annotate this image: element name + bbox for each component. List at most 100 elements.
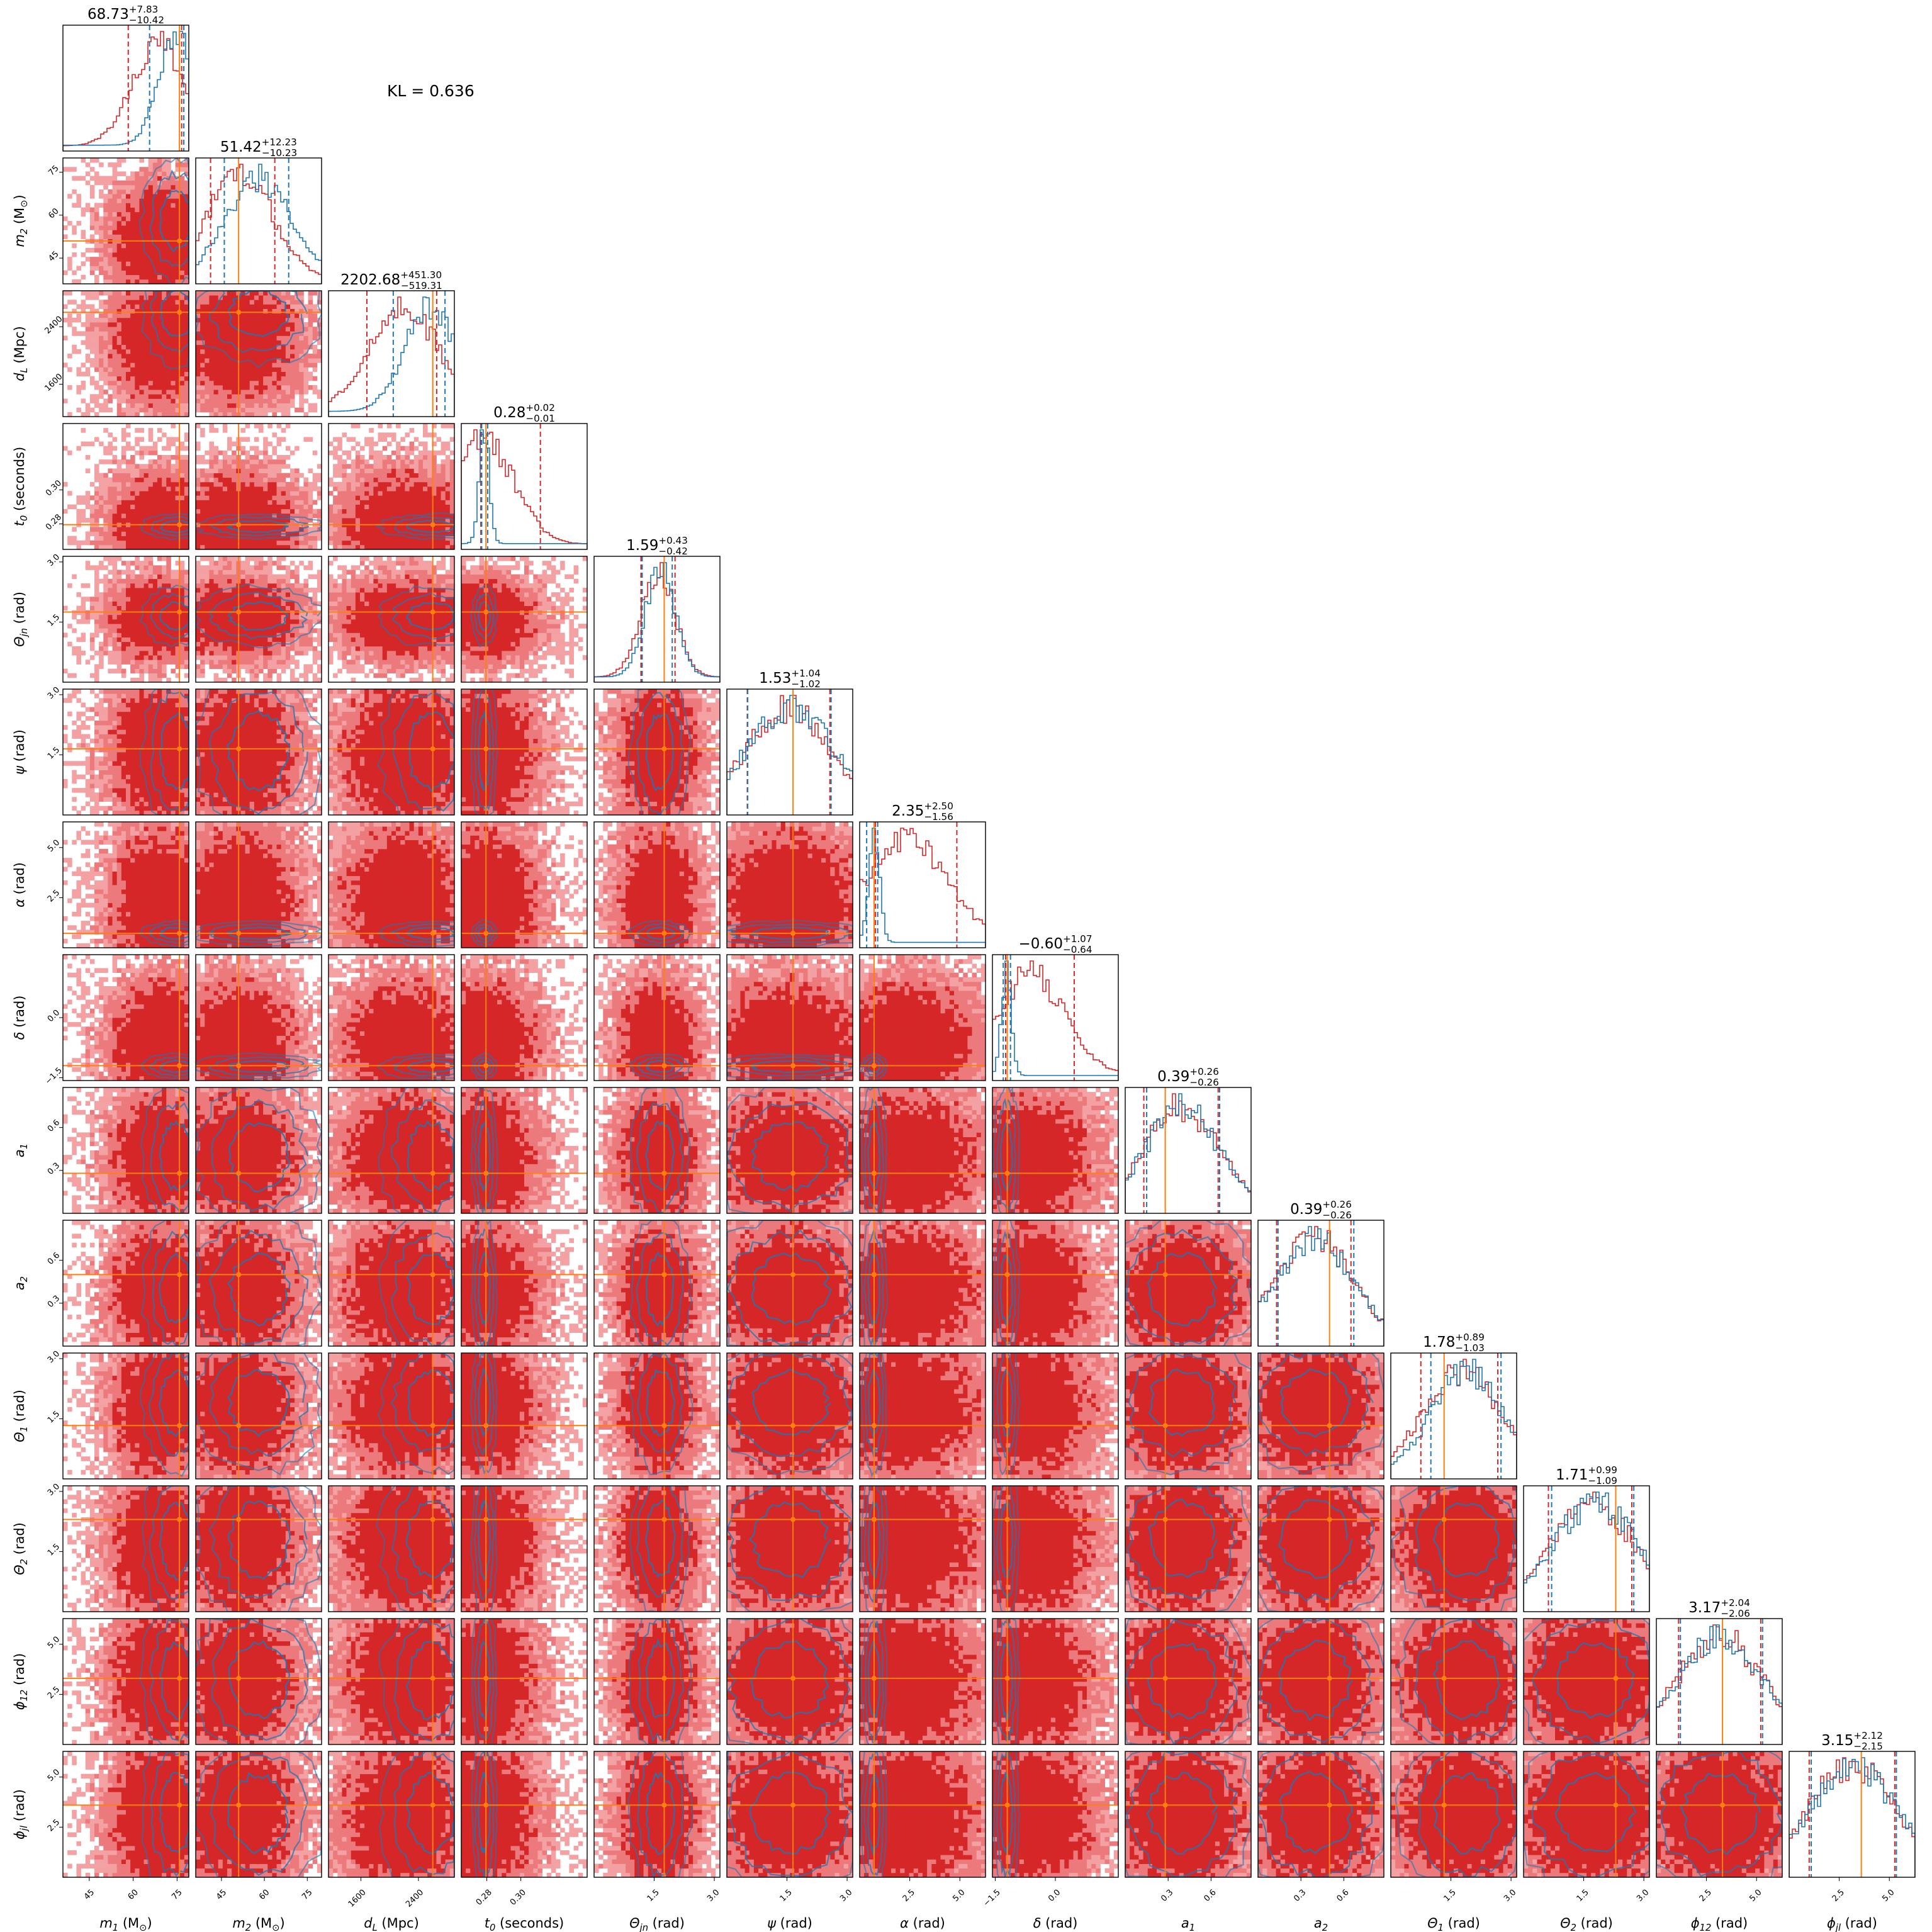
density-cell (86, 518, 91, 523)
density-cell (209, 459, 214, 464)
density-cell (72, 646, 77, 651)
density-cell (139, 632, 144, 637)
density-cell (76, 385, 81, 390)
density-cell (214, 541, 219, 546)
density-cell (295, 367, 300, 372)
density-cell (99, 372, 104, 377)
density-cell (149, 394, 154, 399)
density-cell (108, 459, 113, 464)
density-cell (90, 221, 95, 226)
density-cell (418, 491, 424, 496)
density-cell (259, 669, 264, 674)
density-cell (223, 295, 228, 300)
density-cell (108, 335, 113, 340)
density-cell (240, 486, 245, 491)
density-cell (130, 473, 135, 478)
density-cell (126, 642, 131, 647)
density-cell (76, 646, 81, 651)
density-cell (149, 673, 154, 678)
density-cell (200, 381, 205, 386)
density-cell (149, 660, 154, 665)
density-cell (333, 473, 338, 478)
density-cell (369, 468, 374, 473)
density-cell (418, 442, 424, 447)
density-cell (286, 473, 291, 478)
density-cell (139, 398, 144, 403)
density-cell (126, 518, 131, 523)
density-cell (205, 394, 210, 399)
density-cell (162, 304, 167, 309)
density-cell (180, 509, 185, 514)
density-cell (272, 398, 277, 403)
density-cell (267, 424, 272, 429)
density-cell (144, 349, 149, 354)
density-cell (245, 545, 250, 550)
density-cell (144, 473, 149, 478)
density-cell (267, 354, 272, 359)
panel-content (63, 424, 189, 549)
density-cell (205, 362, 210, 368)
density-cell (139, 385, 144, 390)
density-cell (360, 495, 365, 500)
density-cell (369, 446, 374, 451)
density-cell (209, 451, 214, 456)
density-cell (214, 455, 219, 460)
density-cell (76, 500, 81, 505)
density-cell (259, 381, 264, 386)
density-cell (135, 185, 140, 190)
density-cell (166, 583, 171, 588)
density-cell (414, 482, 419, 487)
density-cell (108, 491, 113, 496)
density-cell (166, 412, 171, 417)
density-cell (250, 651, 255, 656)
density-cell (180, 335, 185, 340)
density-cell (99, 322, 104, 327)
density-cell (356, 486, 361, 491)
density-cell (117, 660, 122, 665)
density-cell (418, 500, 424, 505)
density-cell (214, 349, 219, 354)
density-cell (94, 248, 99, 253)
density-cell (162, 381, 167, 386)
density-cell (144, 230, 149, 235)
density-panel (196, 424, 322, 549)
density-cell (396, 424, 401, 429)
density-cell (240, 428, 245, 433)
density-cell (400, 482, 405, 487)
density-cell (277, 349, 282, 354)
density-cell (130, 536, 135, 541)
density-cell (162, 225, 167, 230)
density-cell (281, 459, 286, 464)
density-cell (391, 545, 396, 550)
density-cell (94, 570, 99, 575)
density-cell (130, 335, 135, 340)
density-cell (299, 541, 304, 546)
density-cell (162, 279, 167, 284)
density-cell (200, 486, 205, 491)
density-cell (286, 527, 291, 532)
density-cell (113, 536, 118, 541)
density-cell (259, 527, 264, 532)
density-cell (387, 482, 392, 487)
density-cell (94, 335, 99, 340)
density-cell (99, 541, 104, 546)
density-cell (86, 162, 91, 167)
density-cell (121, 642, 126, 647)
density-cell (250, 455, 255, 460)
density-cell (295, 478, 300, 483)
density-cell (121, 632, 126, 637)
density-cell (299, 372, 304, 377)
density-cell (113, 597, 118, 602)
density-cell (149, 162, 154, 167)
density-cell (162, 189, 167, 194)
density-cell (218, 304, 223, 309)
density-cell (153, 565, 158, 570)
density-cell (369, 486, 374, 491)
density-cell (308, 495, 313, 500)
density-cell (227, 541, 232, 546)
density-cell (103, 505, 108, 510)
y-tick-label: 45 (47, 249, 60, 263)
density-cell (135, 372, 140, 377)
density-cell (162, 556, 167, 561)
density-cell (144, 362, 149, 368)
